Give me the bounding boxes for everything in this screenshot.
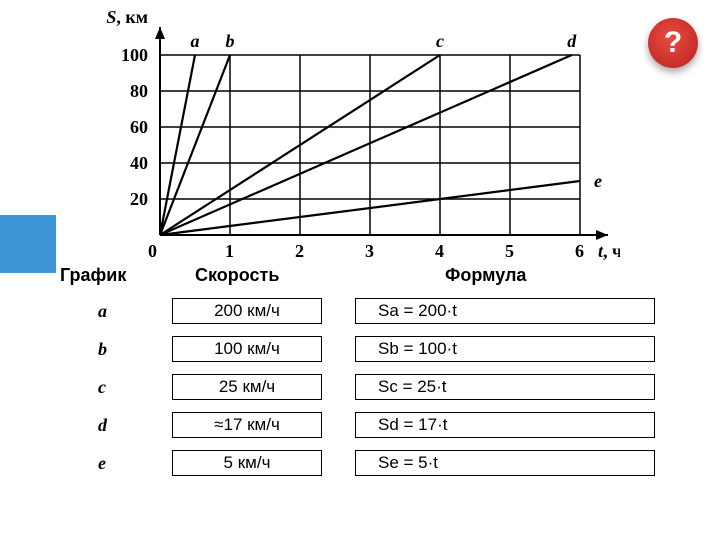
svg-text:4: 4 (435, 241, 444, 261)
table-row: c 25 км/ч Sc = 25·t (60, 374, 700, 402)
svg-text:20: 20 (130, 189, 148, 209)
data-table: a 200 км/ч Sa = 200·t b 100 км/ч Sb = 100·t c 2… (60, 298, 700, 488)
formula-cell: Sb = 100·t (355, 336, 655, 362)
formula-cell: Sd = 17·t (355, 412, 655, 438)
speed-cell: 5 км/ч (172, 450, 322, 476)
formula-cell: Se = 5·t (355, 450, 655, 476)
svg-text:0: 0 (148, 241, 157, 261)
svg-text:40: 40 (130, 153, 148, 173)
svg-text:100: 100 (121, 45, 148, 65)
help-icon: ? (664, 26, 682, 60)
header-speed: Скорость (195, 265, 279, 286)
table-row: b 100 км/ч Sb = 100·t (60, 336, 700, 364)
series-label: d (98, 415, 107, 436)
svg-text:5: 5 (505, 241, 514, 261)
table-row: d ≈17 км/ч Sd = 17·t (60, 412, 700, 440)
decorative-sidebar-strip (0, 215, 56, 273)
speed-cell: 100 км/ч (172, 336, 322, 362)
table-row: a 200 км/ч Sa = 200·t (60, 298, 700, 326)
svg-text:3: 3 (365, 241, 374, 261)
series-label: c (98, 377, 106, 398)
svg-text:1: 1 (225, 241, 234, 261)
speed-cell: 200 км/ч (172, 298, 322, 324)
svg-text:S, км: S, км (106, 7, 148, 27)
svg-text:60: 60 (130, 117, 148, 137)
svg-text:80: 80 (130, 81, 148, 101)
header-series: График (60, 265, 126, 286)
formula-cell: Sc = 25·t (355, 374, 655, 400)
svg-text:b: b (226, 31, 235, 51)
speed-cell: ≈17 км/ч (172, 412, 322, 438)
series-label: b (98, 339, 107, 360)
svg-text:2: 2 (295, 241, 304, 261)
svg-text:t, ч: t, ч (598, 241, 620, 261)
header-formula: Формула (445, 265, 526, 286)
formula-cell: Sa = 200·t (355, 298, 655, 324)
series-label: e (98, 453, 106, 474)
speed-cell: 25 км/ч (172, 374, 322, 400)
distance-time-chart: 0 1 2 3 4 5 6 20 40 60 80 100 S, км t, ч a b c d e (100, 5, 620, 265)
help-button[interactable]: ? (648, 18, 698, 68)
svg-text:c: c (436, 31, 444, 51)
series-label: a (98, 301, 107, 322)
table-row: e 5 км/ч Se = 5·t (60, 450, 700, 478)
svg-text:6: 6 (575, 241, 584, 261)
svg-text:d: d (567, 31, 577, 51)
svg-text:a: a (191, 31, 200, 51)
svg-text:e: e (594, 171, 602, 191)
